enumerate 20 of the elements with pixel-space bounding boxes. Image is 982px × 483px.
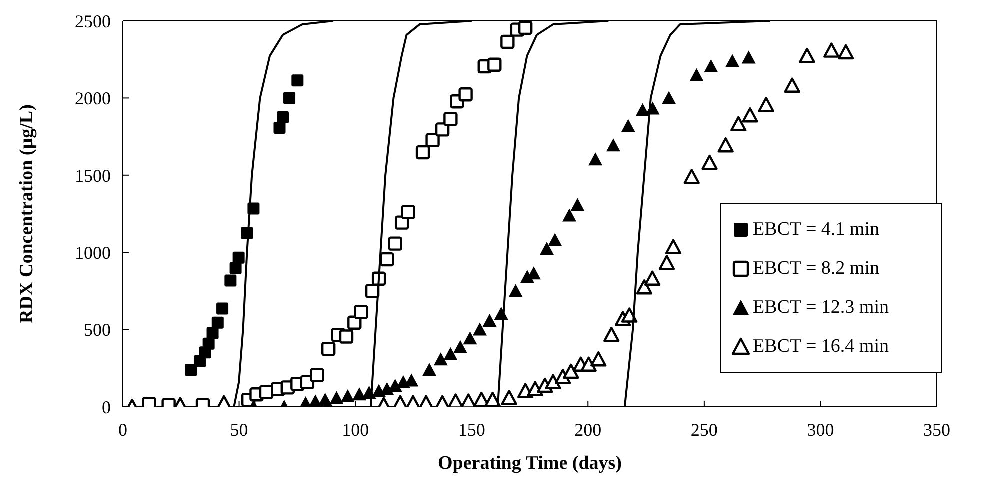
y-tick-label: 0 [102, 397, 111, 418]
x-tick-label: 150 [458, 420, 486, 440]
x-tick-label: 0 [118, 420, 128, 440]
x-axis-title: Operating Time (days) [438, 453, 622, 474]
legend-label: EBCT = 12.3 min [753, 296, 889, 318]
y-axis-title: RDX Concentration (µg/L) [16, 104, 38, 324]
y-tick-label: 1500 [75, 166, 111, 186]
legend-label: EBCT = 16.4 min [753, 336, 889, 358]
legend-label: EBCT = 4.1 min [753, 218, 880, 240]
x-tick-label: 50 [230, 420, 248, 440]
x-tick-label: 300 [807, 420, 834, 440]
y-tick-label: 500 [84, 320, 111, 340]
y-tick-label: 2500 [75, 11, 111, 32]
y-tick-label: 2000 [75, 88, 111, 109]
x-tick-label: 250 [690, 420, 718, 440]
x-tick-label: 350 [924, 420, 950, 440]
y-tick-label: 1000 [75, 242, 111, 263]
x-tick-label: 100 [342, 420, 370, 440]
legend-label: EBCT = 8.2 min [753, 258, 880, 280]
x-tick-label: 200 [574, 420, 602, 440]
